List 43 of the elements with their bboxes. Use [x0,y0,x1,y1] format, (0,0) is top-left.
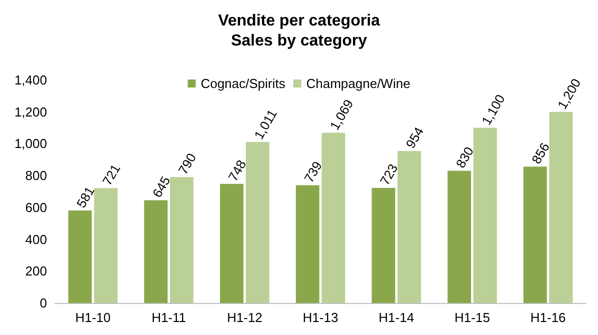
y-tick-label: 400 [25,232,47,247]
bar [523,166,547,303]
data-label: 721 [99,162,124,188]
data-label: 723 [376,161,401,188]
data-label: 581 [74,184,98,210]
y-tick-label: 600 [25,200,47,215]
bar [398,151,422,303]
bar [549,112,573,303]
bar [94,188,118,303]
data-label: 856 [528,140,552,166]
chart-title: Vendite per categoria [218,12,380,30]
legend-label: Cognac/Spirits [200,76,286,91]
bar [473,128,497,303]
bar [296,185,320,303]
bar [220,184,244,303]
chart-subtitle: Sales by category [230,32,368,50]
y-tick-label: 1,000 [14,136,47,152]
data-label: 790 [175,150,200,177]
y-tick-label: 1,200 [14,104,47,120]
bar [68,210,92,303]
x-tick-label: H1-13 [302,310,338,325]
bar [372,188,396,303]
x-tick-label: H1-16 [530,310,566,325]
bar [144,200,168,303]
data-label: 954 [402,124,427,151]
y-tick-label: 800 [25,168,47,184]
data-label: 739 [301,158,325,186]
y-tick-label: 200 [25,264,47,279]
bar [322,132,346,303]
x-tick-label: H1-12 [226,310,262,325]
bar [246,142,270,303]
data-label: 830 [452,144,477,171]
data-label: 748 [225,157,250,184]
y-tick-label: 1,400 [14,72,47,88]
y-tick-label: 0 [40,296,47,310]
x-tick-label: H1-11 [152,310,186,325]
legend-label: Champagne/Wine [306,76,410,91]
bar [170,177,194,303]
x-tick-label: H1-14 [378,310,414,325]
data-label: 645 [149,174,174,200]
x-tick-label: H1-15 [454,310,490,325]
x-tick-label: H1-10 [75,310,111,325]
bar [448,170,472,303]
